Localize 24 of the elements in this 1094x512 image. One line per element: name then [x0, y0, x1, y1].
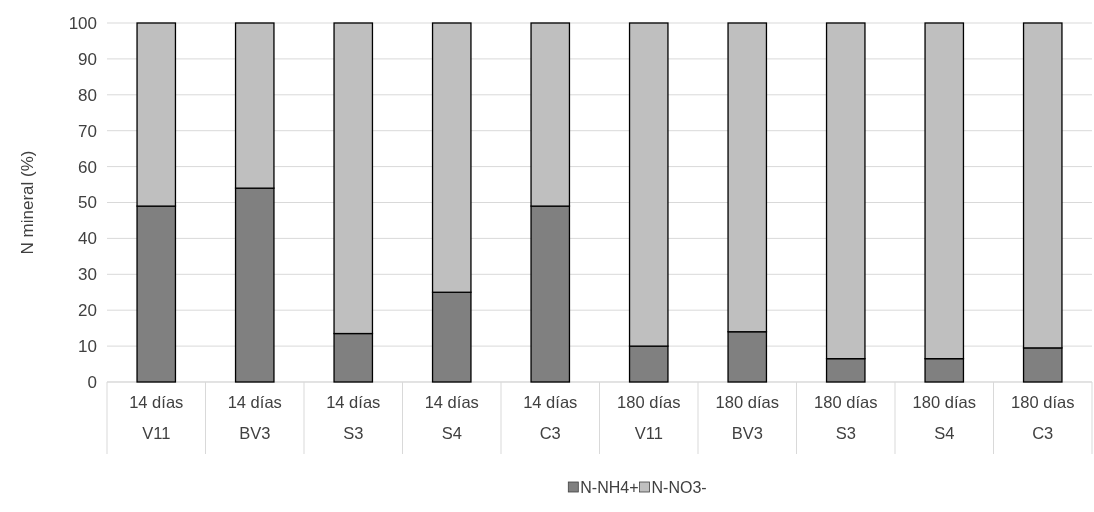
- x-tick-label: 14 días V11: [129, 393, 184, 442]
- y-tick-label: 100: [68, 13, 97, 33]
- y-tick-label: 0: [87, 372, 97, 392]
- x-tick-label: 14 días S4: [424, 393, 479, 442]
- y-tick-label: 40: [78, 229, 97, 249]
- y-tick-label: 90: [78, 49, 97, 69]
- y-tick-label: 20: [78, 301, 97, 321]
- x-tick-label: 180 días V11: [617, 393, 681, 442]
- x-tick-label: 14 días S3: [326, 393, 381, 442]
- x-tick-label: 14 días BV3: [227, 393, 282, 442]
- y-tick-label: 50: [78, 193, 97, 213]
- x-tick-label: 180 días S4: [912, 393, 976, 442]
- y-tick-label: 60: [78, 157, 97, 177]
- x-tick-label: 180 días C3: [1011, 393, 1075, 442]
- legend-label: N-NO3-: [651, 479, 707, 496]
- y-tick-label: 10: [78, 337, 97, 357]
- y-axis-title: N mineral (%): [18, 150, 37, 255]
- y-tick-label: 80: [78, 85, 97, 105]
- legend-label: N-NH4+: [580, 479, 639, 496]
- y-tick-label: 70: [78, 121, 97, 141]
- x-tick-label: 14 días C3: [523, 393, 578, 442]
- x-tick-label: 180 días S3: [814, 393, 878, 442]
- y-tick-label: 30: [78, 265, 97, 285]
- x-tick-label: 180 días BV3: [715, 393, 779, 442]
